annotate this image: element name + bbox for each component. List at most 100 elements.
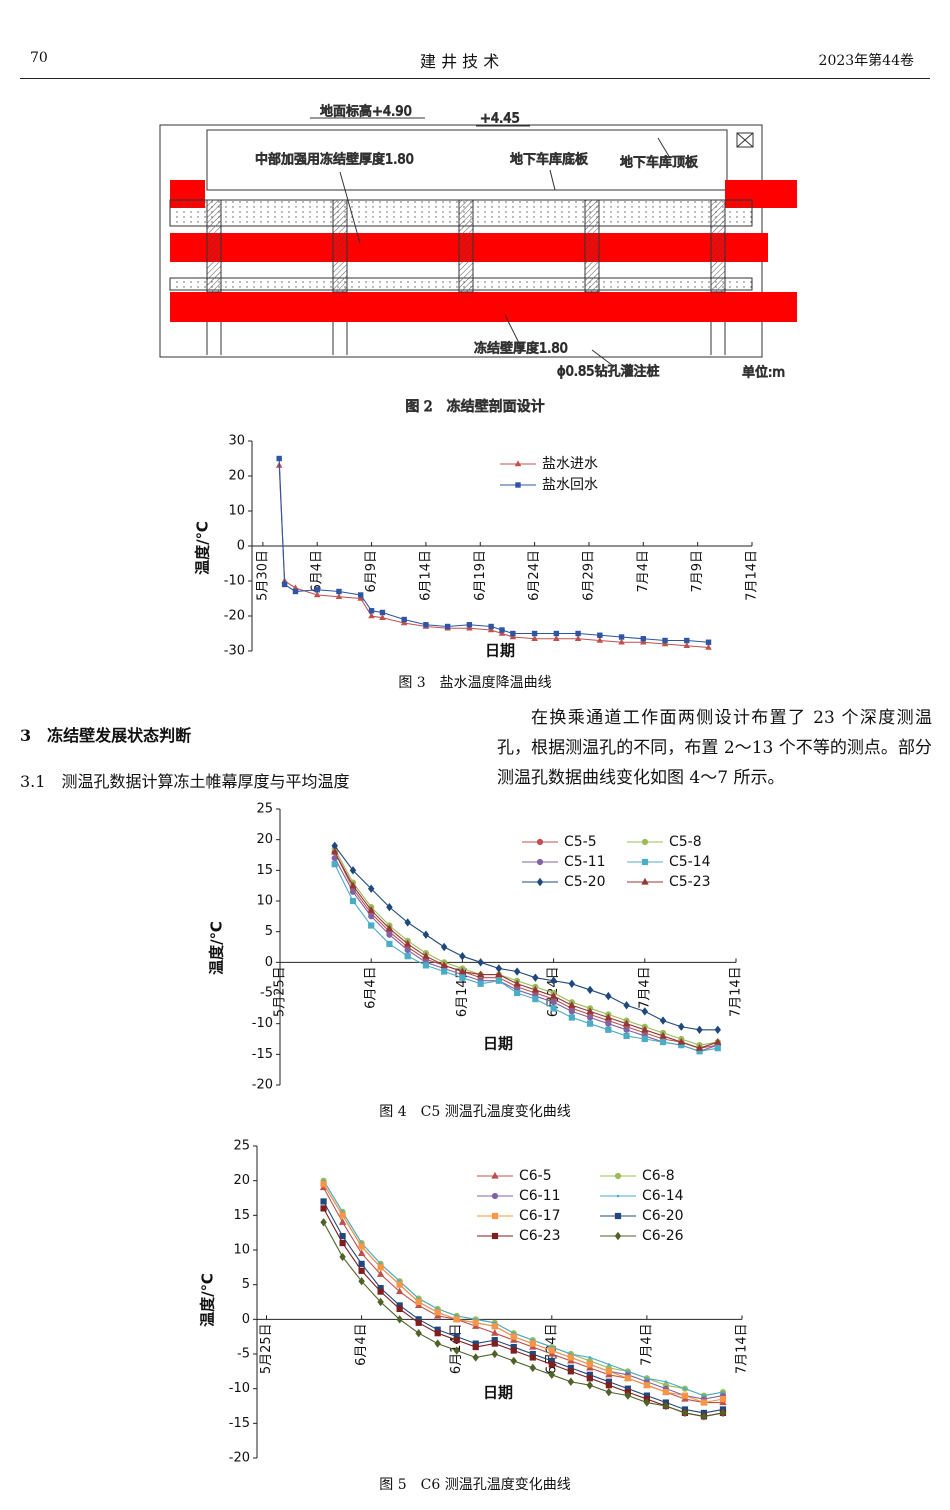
marker: [453, 1346, 460, 1355]
marker: [616, 1194, 620, 1198]
marker: [597, 632, 603, 638]
marker: [531, 635, 538, 642]
legend-label: 盐水回水: [542, 477, 598, 493]
marker: [368, 612, 375, 619]
marker: [377, 1288, 384, 1295]
x-tick-label: 6月24日: [527, 550, 542, 601]
marker: [495, 970, 503, 978]
y-tick-label: -10: [224, 574, 245, 589]
x-tick-label: 7月4日: [637, 966, 652, 1009]
marker: [357, 592, 364, 598]
marker: [453, 1316, 460, 1323]
marker: [385, 924, 394, 932]
marker: [645, 1376, 649, 1380]
marker: [624, 1375, 631, 1382]
y-tick-label: 5: [265, 924, 273, 939]
y-tick-label: 10: [233, 1243, 250, 1258]
marker: [320, 1181, 327, 1188]
section-title: 3 冻结壁发展状态判断: [20, 726, 192, 745]
marker: [386, 931, 393, 938]
y-tick-label: -10: [252, 1016, 273, 1031]
series-line: [323, 1208, 724, 1417]
marker: [336, 588, 342, 595]
marker: [684, 637, 690, 644]
marker: [499, 627, 505, 633]
legend-label: C5-23: [669, 874, 711, 890]
marker: [614, 1172, 622, 1180]
marker: [714, 1037, 722, 1045]
marker: [379, 614, 386, 621]
marker: [434, 1309, 441, 1316]
y-axis-label: 温度/℃: [194, 521, 212, 575]
marker: [514, 460, 522, 467]
y-tick-label: 0: [237, 539, 245, 554]
marker: [491, 1349, 498, 1359]
marker: [386, 902, 393, 912]
marker: [586, 1361, 593, 1368]
x-tick-label: 7月14日: [729, 966, 744, 1017]
y-tick-label: 20: [256, 832, 273, 847]
legend-label: C6-8: [642, 1168, 675, 1184]
marker: [404, 953, 411, 960]
marker: [532, 996, 539, 1003]
marker: [379, 609, 386, 616]
marker: [702, 1394, 706, 1397]
marker: [624, 1391, 632, 1400]
x-axis-label: 日期: [483, 1035, 513, 1053]
series-line: [323, 1183, 724, 1404]
series-line: [334, 863, 718, 1052]
x-axis-label: 日期: [483, 1384, 513, 1402]
y-tick-label: -10: [229, 1381, 250, 1396]
marker: [661, 640, 669, 647]
marker: [400, 619, 408, 626]
marker: [641, 1007, 649, 1016]
marker: [491, 1171, 499, 1179]
legend-label: C5-8: [669, 834, 702, 850]
x-axis-label: 日期: [485, 642, 515, 660]
issue: 2023年第44卷: [818, 53, 914, 69]
marker: [641, 858, 649, 866]
marker: [401, 616, 407, 623]
marker: [605, 1026, 612, 1033]
legend-label: C5-11: [564, 854, 606, 870]
y-tick-label: 15: [233, 1208, 250, 1223]
marker: [509, 633, 517, 640]
marker: [491, 1329, 499, 1336]
marker: [662, 1389, 670, 1396]
marker: [491, 1340, 498, 1347]
marker: [532, 973, 539, 982]
marker: [662, 637, 668, 644]
marker: [618, 634, 625, 640]
y-tick-label: -30: [224, 644, 245, 659]
marker: [357, 1249, 366, 1257]
marker: [618, 638, 625, 645]
marker: [440, 942, 448, 952]
marker: [683, 642, 691, 649]
marker: [368, 922, 375, 929]
marker: [513, 967, 521, 976]
marker: [491, 1212, 499, 1220]
marker: [368, 608, 375, 614]
marker: [487, 626, 495, 633]
marker: [705, 643, 712, 650]
figure-caption: 图 5 C6 测温孔温度变化曲线: [379, 1477, 570, 1493]
header-rule: [20, 78, 930, 79]
marker: [453, 1337, 460, 1344]
y-tick-label: -15: [252, 1047, 273, 1062]
marker: [396, 1305, 403, 1313]
marker: [349, 888, 357, 895]
marker: [472, 1353, 479, 1362]
marker: [377, 1297, 384, 1307]
marker: [357, 594, 364, 601]
legend-label: C5-20: [564, 874, 606, 890]
y-tick-label: -5: [237, 1347, 250, 1362]
y-tick-label: -20: [224, 609, 245, 624]
journal: 建 井 技 术: [420, 52, 500, 71]
marker: [444, 623, 451, 630]
marker: [531, 630, 538, 637]
marker: [415, 1328, 422, 1338]
pile-label: ϕ0.85钻孔灌注桩: [557, 365, 660, 380]
figure-caption: 图 2 冻结壁剖面设计: [405, 398, 544, 415]
legend-label: C6-26: [642, 1228, 684, 1244]
marker: [331, 847, 339, 855]
